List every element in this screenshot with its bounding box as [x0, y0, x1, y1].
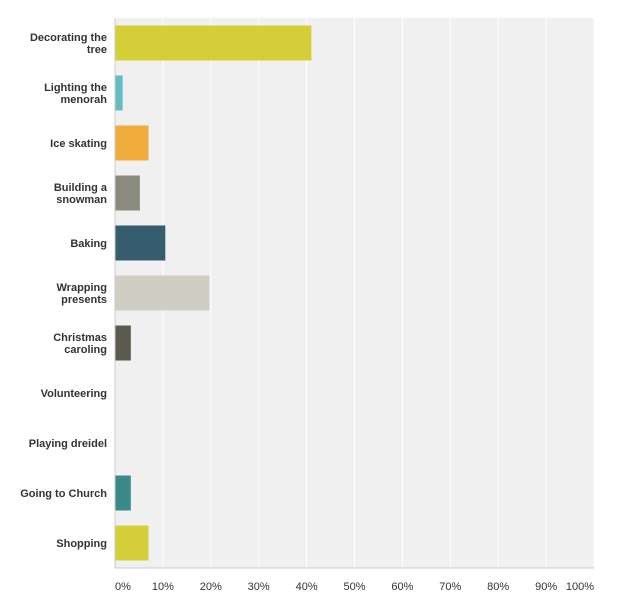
bar: [115, 125, 149, 161]
category-label: Building a snowman: [54, 182, 108, 206]
x-tick-label: 30%: [248, 581, 270, 593]
bar: [115, 475, 131, 511]
bar: [115, 525, 149, 561]
bar: [115, 25, 312, 61]
x-tick-labels: 0% 10% 20% 30% 40% 50% 60% 70% 80% 90% 100%: [115, 581, 594, 593]
category-label: Shopping: [56, 538, 107, 550]
x-tick-label: 100%: [566, 581, 594, 593]
category-label: Wrapping presents: [56, 282, 107, 306]
gridlines: [162, 18, 595, 568]
bar: [115, 275, 210, 311]
bar: [115, 175, 140, 211]
category-label: Christmas caroling: [53, 332, 107, 356]
x-tick-label: 10%: [152, 581, 174, 593]
bar: [115, 225, 166, 261]
x-tick-label: 40%: [296, 581, 318, 593]
category-label: Volunteering: [41, 388, 107, 400]
x-tick-label: 90%: [535, 581, 557, 593]
category-label: Going to Church: [20, 488, 107, 500]
category-labels: Decorating the tree Lighting the menorah Ice…: [20, 32, 108, 550]
x-tick-label: 0%: [115, 581, 131, 593]
category-label: Baking: [70, 238, 107, 250]
bars: [115, 25, 312, 561]
x-tick-label: 80%: [487, 581, 509, 593]
category-label: Ice skating: [50, 138, 107, 150]
x-tick-label: 20%: [200, 581, 222, 593]
bar: [115, 75, 123, 111]
x-tick-label: 50%: [343, 581, 365, 593]
x-tick-label: 60%: [391, 581, 413, 593]
category-label: Decorating the tree: [30, 32, 107, 56]
bar: [115, 325, 131, 361]
category-label: Lighting the menorah: [44, 82, 107, 106]
category-label: Playing dreidel: [29, 438, 107, 450]
x-tick-label: 70%: [439, 581, 461, 593]
